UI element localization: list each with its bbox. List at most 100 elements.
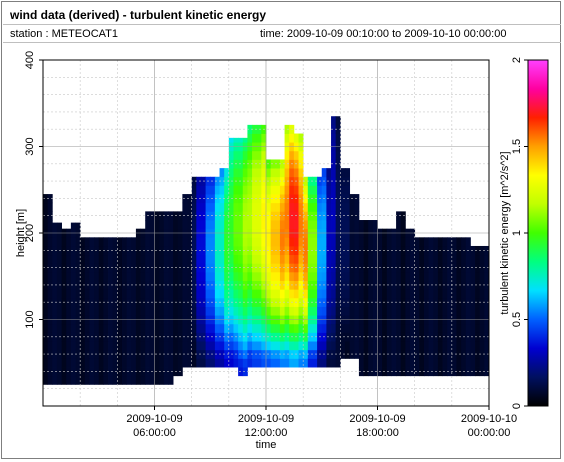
heatmap-cell: [261, 220, 267, 230]
heatmap-cell: [191, 220, 197, 230]
heatmap-cell: [284, 254, 290, 264]
heatmap-cell: [242, 159, 248, 169]
heatmap-cell: [335, 194, 341, 204]
heatmap-cell: [66, 306, 72, 316]
heatmap-cell: [43, 341, 49, 351]
heatmap-cell: [419, 341, 425, 351]
heatmap-cell: [312, 271, 318, 281]
heatmap-cell: [382, 289, 388, 299]
heatmap-cell: [479, 341, 485, 351]
heatmap-cell: [303, 211, 309, 221]
heatmap-cell: [108, 341, 114, 351]
heatmap-cell: [358, 271, 364, 281]
heatmap-cell: [224, 194, 230, 204]
heatmap-cell: [419, 332, 425, 342]
heatmap-cell: [414, 367, 420, 377]
heatmap-cell: [187, 341, 193, 351]
heatmap-cell: [331, 220, 337, 230]
heatmap-cell: [266, 185, 272, 195]
heatmap-cell: [242, 202, 248, 212]
heatmap-cell: [43, 332, 49, 342]
heatmap-cell: [191, 341, 197, 351]
heatmap-cell: [423, 297, 430, 307]
heatmap-cell: [470, 254, 476, 264]
heatmap-cell: [242, 271, 248, 281]
heatmap-cell: [261, 150, 267, 160]
heatmap-cell: [98, 254, 104, 264]
heatmap-cell: [103, 271, 109, 281]
heatmap-cell: [252, 358, 258, 368]
heatmap-cell: [419, 297, 425, 307]
heatmap-cell: [293, 358, 299, 368]
heatmap-cell: [456, 237, 462, 247]
heatmap-cell: [312, 297, 318, 307]
heatmap-cell: [252, 194, 258, 204]
heatmap-cell: [470, 341, 476, 351]
heatmap-cell: [242, 245, 248, 256]
heatmap-cell: [224, 245, 230, 256]
heatmap-cell: [275, 194, 281, 204]
heatmap-cell: [149, 358, 155, 368]
heatmap-cell: [149, 341, 155, 351]
heatmap-cell: [210, 289, 216, 299]
heatmap-cell: [270, 271, 276, 281]
heatmap-cell: [456, 271, 462, 281]
heatmap-cell: [103, 375, 109, 385]
heatmap-cell: [270, 194, 276, 204]
heatmap-cell: [326, 220, 332, 230]
heatmap-cell: [410, 254, 416, 264]
heatmap-cell: [414, 306, 420, 316]
heatmap-cell: [75, 289, 81, 299]
heatmap-cell: [275, 271, 281, 281]
heatmap-cell: [252, 176, 258, 186]
heatmap-cell: [159, 358, 165, 368]
heatmap-cell: [419, 271, 425, 281]
heatmap-cell: [108, 254, 114, 264]
heatmap-cell: [363, 341, 369, 351]
heatmap-cell: [354, 341, 360, 351]
heatmap-cell: [126, 263, 132, 273]
heatmap-cell: [56, 222, 62, 230]
heatmap-cell: [279, 254, 285, 264]
heatmap-cell: [247, 202, 253, 212]
heatmap-cell: [80, 263, 86, 273]
heatmap-cell: [275, 237, 281, 247]
heatmap-cell: [419, 306, 425, 316]
heatmap-cell: [289, 220, 295, 230]
heatmap-cell: [233, 254, 239, 264]
heatmap-cell: [98, 375, 104, 385]
heatmap-cell: [224, 220, 230, 230]
heatmap-cell: [303, 297, 309, 307]
heatmap-cell: [266, 220, 272, 230]
heatmap-cell: [414, 323, 420, 333]
heatmap-cell: [196, 306, 202, 316]
heatmap-cell: [126, 237, 132, 247]
heatmap-cell: [261, 185, 267, 195]
heatmap-cell: [321, 271, 327, 281]
heatmap-cell: [228, 323, 234, 333]
colorbar-tick-label: 1: [511, 230, 523, 236]
heatmap-cell: [340, 176, 346, 186]
heatmap-cell: [414, 358, 420, 368]
heatmap-cell: [112, 237, 118, 247]
heatmap-cell: [177, 254, 183, 264]
heatmap-cell: [382, 254, 388, 264]
heatmap-cell: [233, 323, 239, 333]
heatmap-cell: [442, 254, 448, 264]
heatmap-cell: [126, 297, 132, 307]
heatmap-cell: [303, 185, 309, 195]
heatmap-cell: [247, 341, 253, 351]
heatmap-cell: [331, 297, 337, 307]
heatmap-cell: [312, 332, 318, 342]
heatmap-cell: [56, 254, 62, 264]
heatmap-cell: [275, 176, 281, 186]
heatmap-cell: [442, 271, 448, 281]
heatmap-cell: [117, 375, 123, 385]
heatmap-cell: [135, 349, 141, 359]
heatmap-cell: [289, 306, 295, 316]
heatmap-cell: [182, 341, 188, 351]
colorbar-tick-label: 0: [511, 403, 523, 409]
heatmap-cell: [423, 306, 430, 316]
heatmap-cell: [396, 367, 402, 377]
heatmap-cell: [331, 271, 337, 281]
